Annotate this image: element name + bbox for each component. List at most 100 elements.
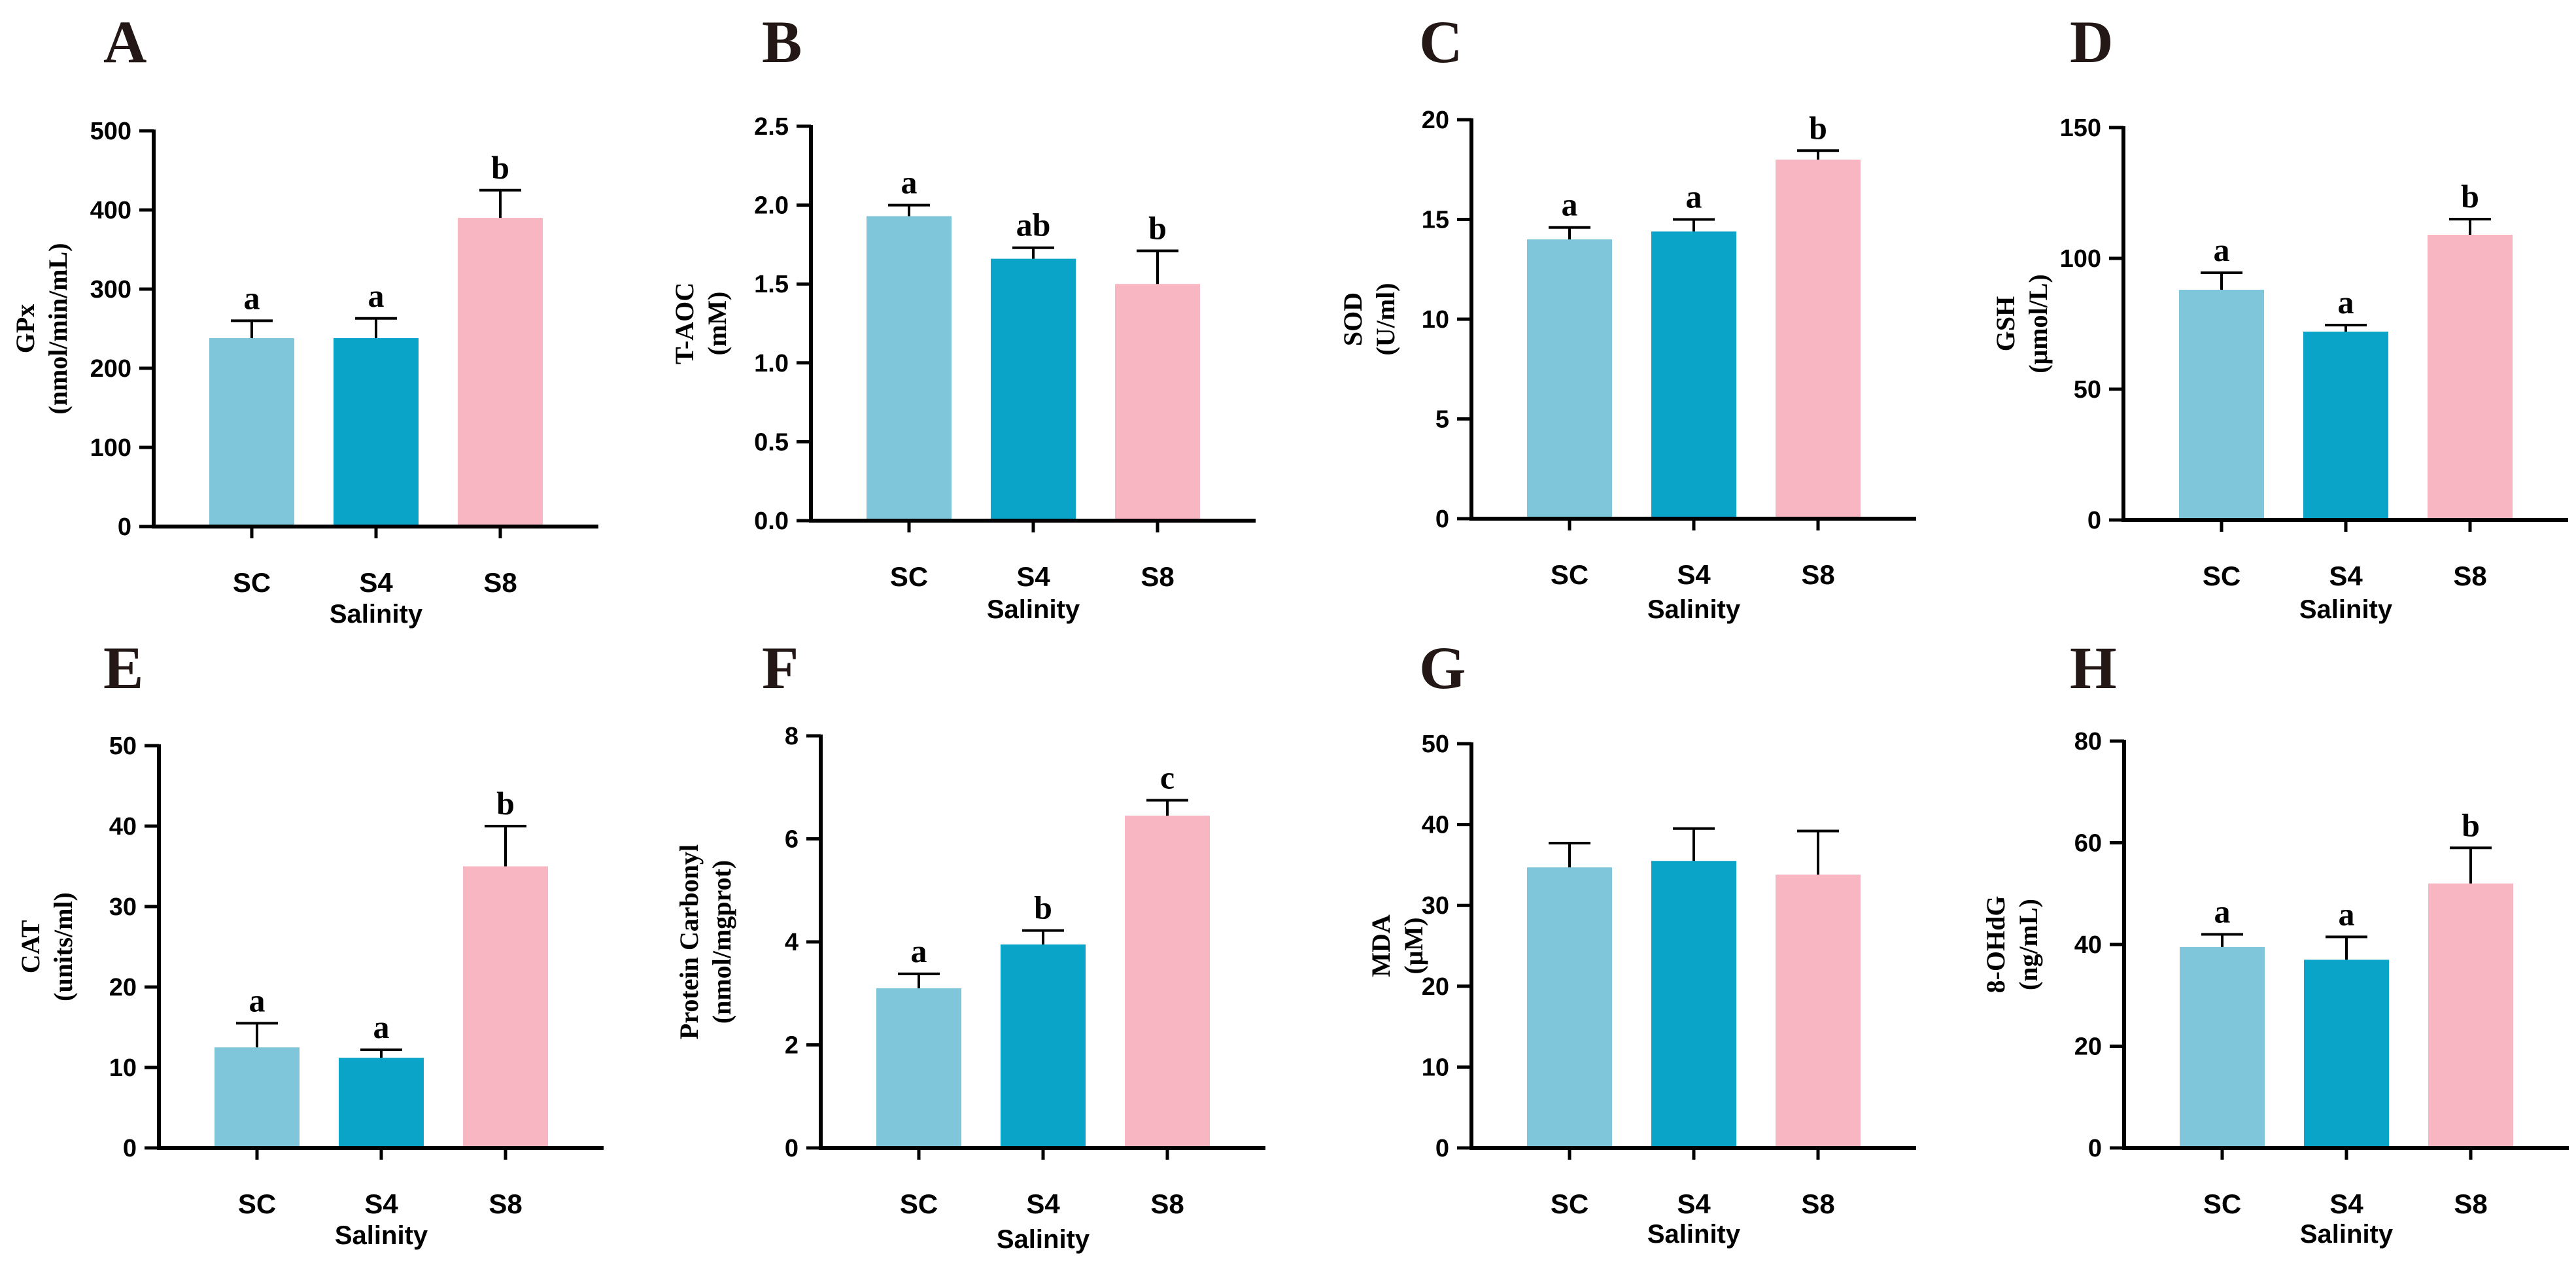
- panel-f: Fa SC b S4 c S8 0 2 4 6 8 Protein Carbonyl (nmol/mgp…: [674, 634, 1265, 1254]
- y-axis-label: 8-OHdG (ng/mL): [1981, 896, 2043, 994]
- significance-letter: a: [2214, 893, 2231, 929]
- bar-s4: [1651, 861, 1736, 1148]
- y-tick-label: 200: [90, 355, 131, 383]
- significance-letter: b: [491, 149, 509, 186]
- panel-a: Aa SC a S4 b S8 0 100 200 300 400 500 GPx (nmol/min/m…: [10, 9, 598, 629]
- category-label: S8: [2453, 561, 2486, 591]
- bar-sc: [215, 1047, 300, 1148]
- y-tick-label: 400: [90, 197, 131, 224]
- bar-s8: [1125, 816, 1210, 1148]
- panel-b: Ba SC ab S4 b S8 0.0 0.5 1.0 1.5 2.0 2.5 T-AOC (mM) Sa…: [670, 9, 1256, 624]
- y-axis-label-unit: (U/ml): [1371, 283, 1400, 355]
- y-tick-label: 60: [2074, 830, 2102, 858]
- y-axis-label-line: Protein Carbonyl: [674, 844, 704, 1039]
- y-axis-label-line: GPx: [10, 304, 40, 354]
- bar-sc: [2179, 290, 2264, 520]
- significance-letter: b: [1148, 210, 1167, 247]
- bar-s4: [1001, 944, 1086, 1148]
- category-label: S4: [1016, 561, 1050, 592]
- y-axis-label: GSH (μmol/L): [1991, 274, 2053, 373]
- bar-sc: [2180, 946, 2265, 1148]
- y-tick-label: 20: [1422, 107, 1449, 134]
- significance-letter: c: [1160, 759, 1175, 795]
- y-tick-label: 10: [1422, 1054, 1449, 1081]
- y-tick-label: 10: [1422, 306, 1449, 334]
- y-axis-label-line: SOD: [1338, 292, 1367, 346]
- category-label: S8: [1801, 1188, 1834, 1219]
- panel-letter: A: [103, 9, 146, 75]
- y-tick-label: 15: [1422, 207, 1449, 234]
- category-label: SC: [2203, 1188, 2241, 1219]
- bar-s8: [1776, 160, 1861, 519]
- y-axis-label-unit: (μM): [1399, 917, 1428, 974]
- category-label: S4: [2329, 1188, 2363, 1219]
- significance-letter: b: [2461, 178, 2479, 215]
- significance-letter: ab: [1016, 207, 1051, 243]
- category-label: SC: [2203, 561, 2241, 591]
- category-label: S4: [364, 1188, 398, 1219]
- panel-letter: E: [103, 634, 143, 701]
- significance-letter: a: [911, 933, 927, 969]
- y-tick-label: 100: [2060, 245, 2101, 273]
- bar-s8: [1115, 284, 1200, 521]
- bar-sc: [209, 338, 294, 527]
- y-axis-label-unit: (mM): [702, 292, 732, 356]
- bar-s8: [1776, 875, 1861, 1148]
- significance-letter: a: [368, 277, 385, 314]
- y-axis-label-line: CAT: [16, 920, 45, 973]
- category-label: S8: [1141, 561, 1174, 592]
- category-label: SC: [233, 567, 271, 598]
- y-tick-label: 100: [90, 434, 131, 462]
- y-tick-label: 1.0: [754, 350, 789, 377]
- y-tick-label: 50: [2074, 376, 2101, 404]
- y-tick-label: 30: [1422, 892, 1449, 920]
- significance-letter: a: [249, 982, 266, 1018]
- x-axis-label: Salinity: [1647, 1220, 1741, 1249]
- y-axis-label: Protein Carbonyl (nmol/mgprot): [674, 844, 736, 1039]
- bar-s4: [991, 258, 1076, 521]
- category-label: SC: [1551, 559, 1589, 590]
- significance-letter: a: [2338, 284, 2354, 320]
- bar-s8: [2428, 235, 2513, 520]
- significance-letter: b: [496, 785, 515, 822]
- bar-s8: [2428, 883, 2513, 1148]
- y-tick-label: 50: [109, 733, 137, 760]
- y-tick-label: 5: [1435, 406, 1449, 434]
- category-label: S4: [359, 567, 393, 598]
- y-axis-label-line: GSH: [1991, 296, 2020, 351]
- category-label: S4: [1677, 1188, 1711, 1219]
- bar-sc: [1527, 239, 1612, 519]
- panel-e: Ea SC a S4 b S8 0 10 20 30 40 50 CAT (units/ml) Salini…: [16, 634, 604, 1250]
- bar-sc: [876, 988, 961, 1148]
- panel-letter: G: [1419, 634, 1466, 701]
- category-label: S8: [483, 567, 517, 598]
- y-axis-label-unit: (ng/mL): [2014, 899, 2043, 990]
- significance-letter: a: [1686, 179, 1702, 215]
- bar-s8: [463, 866, 548, 1148]
- y-axis-label: T-AOC (mM): [670, 283, 732, 364]
- y-tick-label: 0.5: [754, 428, 789, 456]
- panel-letter: D: [2070, 9, 2113, 75]
- significance-letter: a: [373, 1009, 390, 1045]
- y-tick-label: 80: [2074, 728, 2102, 755]
- x-axis-label: Salinity: [987, 595, 1080, 624]
- y-axis-label: CAT (units/ml): [16, 892, 78, 1001]
- y-tick-label: 0: [2087, 507, 2101, 534]
- y-tick-label: 2: [785, 1032, 799, 1060]
- y-tick-label: 6: [785, 826, 799, 854]
- y-tick-label: 150: [2060, 114, 2101, 142]
- y-axis-label: MDA (μM): [1366, 914, 1428, 977]
- y-tick-label: 1.5: [754, 271, 789, 298]
- panel-letter: C: [1419, 9, 1462, 75]
- y-tick-label: 0: [123, 1135, 137, 1162]
- y-tick-label: 0: [2088, 1135, 2102, 1162]
- y-axis-label: SOD (U/ml): [1338, 283, 1400, 355]
- y-tick-label: 0: [785, 1135, 799, 1162]
- bar-s4: [2304, 960, 2389, 1148]
- y-tick-label: 2.0: [754, 192, 789, 220]
- significance-letter: b: [1034, 890, 1052, 926]
- bar-sc: [867, 216, 952, 521]
- y-axis-label-unit: (units/ml): [48, 892, 78, 1001]
- bar-s4: [334, 338, 419, 527]
- y-tick-label: 40: [1422, 812, 1449, 839]
